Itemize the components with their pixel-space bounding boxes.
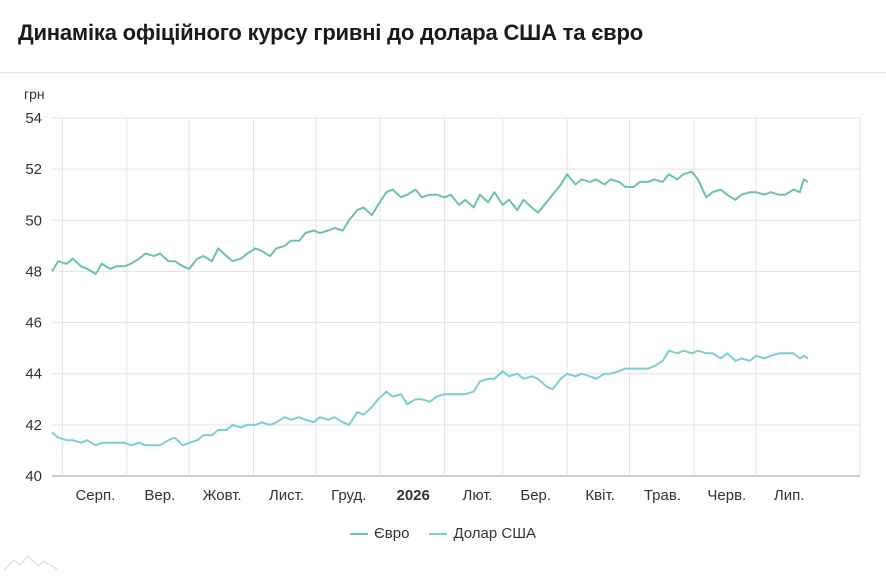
x-tick-label: Лип.	[774, 487, 805, 504]
y-tick-label: 40	[25, 468, 42, 485]
series-line-euro[interactable]	[51, 170, 809, 275]
chart-title: Динаміка офіційного курсу гривні до дола…	[18, 20, 643, 45]
legend-label-usd: Долар США	[453, 525, 536, 542]
x-tick-label: Трав.	[644, 487, 681, 504]
y-tick-label: 46	[25, 315, 42, 332]
grid-lines	[52, 117, 861, 477]
x-tick-label: Квіт.	[585, 487, 614, 504]
x-tick-label: 2026	[396, 487, 429, 504]
x-axis-tick-labels: Серп. Вер. Жовт. Лист. Груд. 2026 Лют. Бер. Квіт…	[75, 487, 804, 504]
y-tick-label: 44	[25, 366, 42, 383]
y-tick-label: 54	[25, 110, 42, 127]
legend-swatch-usd	[429, 532, 448, 535]
x-tick-label: Лют.	[463, 487, 493, 504]
x-tick-label: Бер.	[520, 487, 551, 504]
legend-label-euro: Євро	[374, 525, 410, 542]
y-tick-label: 52	[25, 161, 42, 178]
y-tick-label: 48	[25, 263, 42, 280]
x-tick-label: Жовт.	[203, 487, 242, 504]
y-axis-unit-label: грн	[24, 86, 45, 102]
x-tick-label: Лист.	[269, 487, 304, 504]
legend-item-euro[interactable]: Євро	[350, 525, 409, 542]
y-tick-label: 50	[25, 212, 42, 229]
y-axis-tick-labels: 40 42 44 46 48 50 52 54	[25, 110, 42, 485]
chart-header: Динаміка офіційного курсу гривні до дола…	[0, 0, 886, 73]
mountain-logo-icon	[4, 554, 59, 571]
y-tick-label: 42	[25, 417, 42, 434]
legend-swatch-euro	[350, 532, 369, 535]
legend-item-usd[interactable]: Долар США	[429, 525, 536, 542]
chart-legend: Євро Долар США	[0, 525, 886, 542]
series-line-usd[interactable]	[51, 349, 809, 447]
x-tick-label: Черв.	[707, 487, 746, 504]
series-lines	[51, 170, 809, 447]
x-tick-label: Груд.	[331, 487, 366, 504]
x-tick-label: Вер.	[144, 487, 175, 504]
x-tick-label: Серп.	[75, 487, 115, 504]
